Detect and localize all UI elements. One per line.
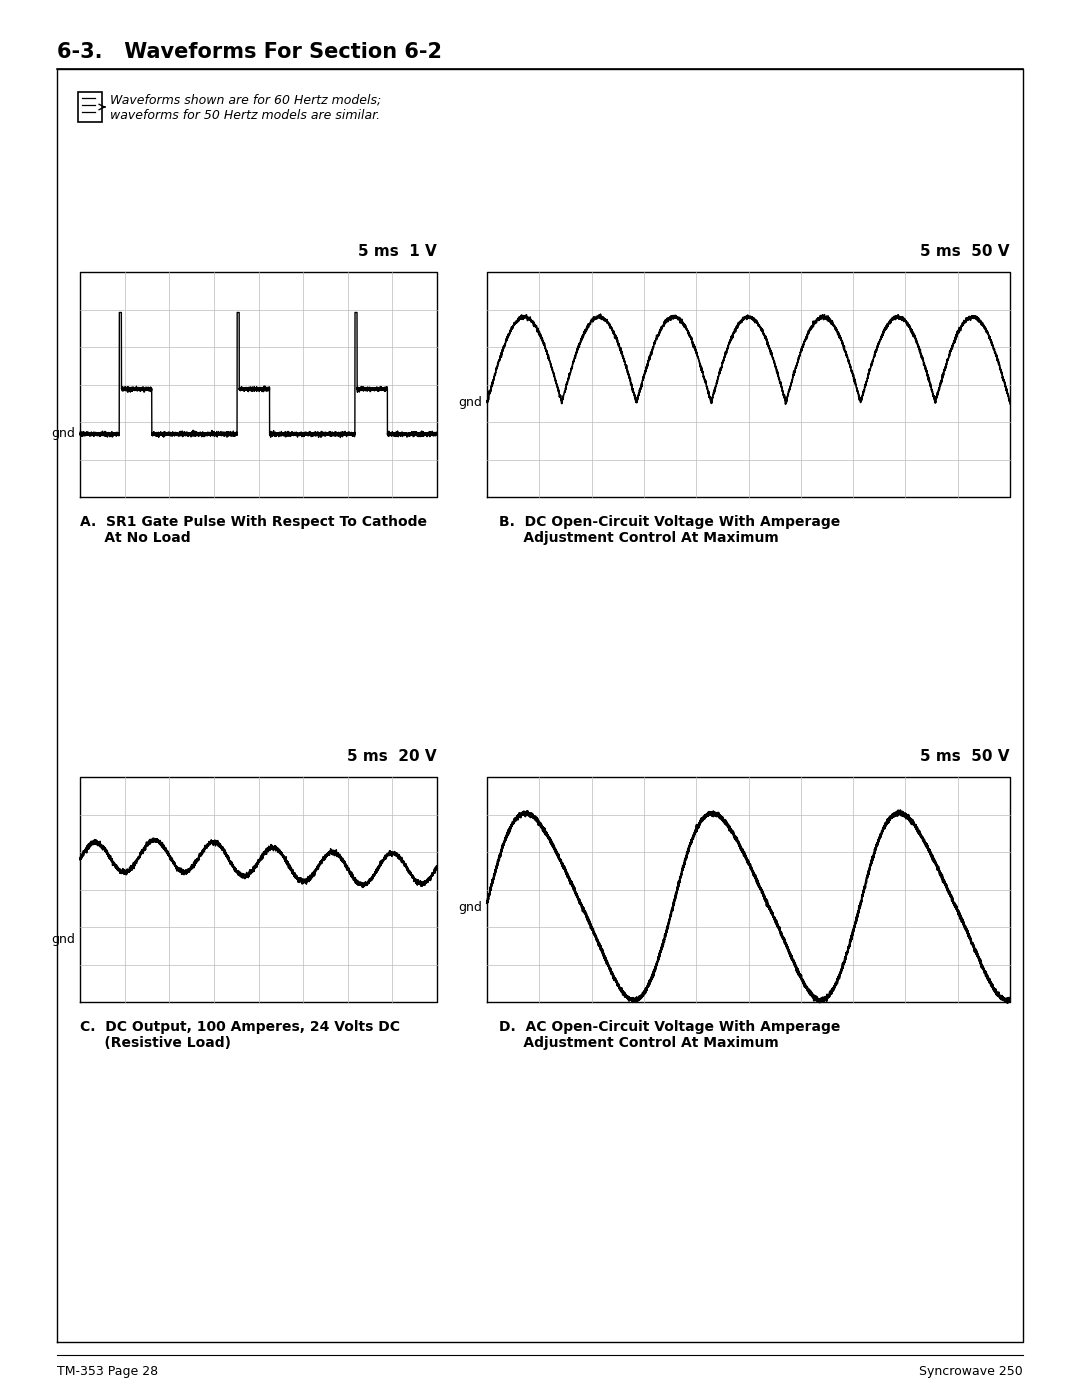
Text: 5 ms  50 V: 5 ms 50 V [920, 749, 1010, 764]
Text: Syncrowave 250: Syncrowave 250 [919, 1365, 1023, 1377]
Text: gnd: gnd [51, 427, 75, 440]
Text: D.  AC Open-Circuit Voltage With Amperage: D. AC Open-Circuit Voltage With Amperage [499, 1020, 840, 1034]
Text: C.  DC Output, 100 Amperes, 24 Volts DC: C. DC Output, 100 Amperes, 24 Volts DC [80, 1020, 400, 1034]
Text: TM-353 Page 28: TM-353 Page 28 [57, 1365, 158, 1377]
Text: Adjustment Control At Maximum: Adjustment Control At Maximum [499, 1037, 779, 1051]
FancyBboxPatch shape [78, 92, 102, 122]
Text: Adjustment Control At Maximum: Adjustment Control At Maximum [499, 531, 779, 545]
Text: (Resistive Load): (Resistive Load) [80, 1037, 231, 1051]
Text: 6-3.   Waveforms For Section 6-2: 6-3. Waveforms For Section 6-2 [57, 42, 442, 61]
Text: gnd: gnd [458, 395, 482, 409]
Text: gnd: gnd [51, 933, 75, 946]
Text: 5 ms  50 V: 5 ms 50 V [920, 244, 1010, 258]
Text: gnd: gnd [458, 901, 482, 914]
Text: A.  SR1 Gate Pulse With Respect To Cathode: A. SR1 Gate Pulse With Respect To Cathod… [80, 515, 427, 529]
Text: Waveforms shown are for 60 Hertz models;
waveforms for 50 Hertz models are simil: Waveforms shown are for 60 Hertz models;… [110, 94, 381, 122]
Text: B.  DC Open-Circuit Voltage With Amperage: B. DC Open-Circuit Voltage With Amperage [499, 515, 840, 529]
Text: 5 ms  20 V: 5 ms 20 V [348, 749, 437, 764]
Text: 5 ms  1 V: 5 ms 1 V [359, 244, 437, 258]
Text: At No Load: At No Load [80, 531, 191, 545]
